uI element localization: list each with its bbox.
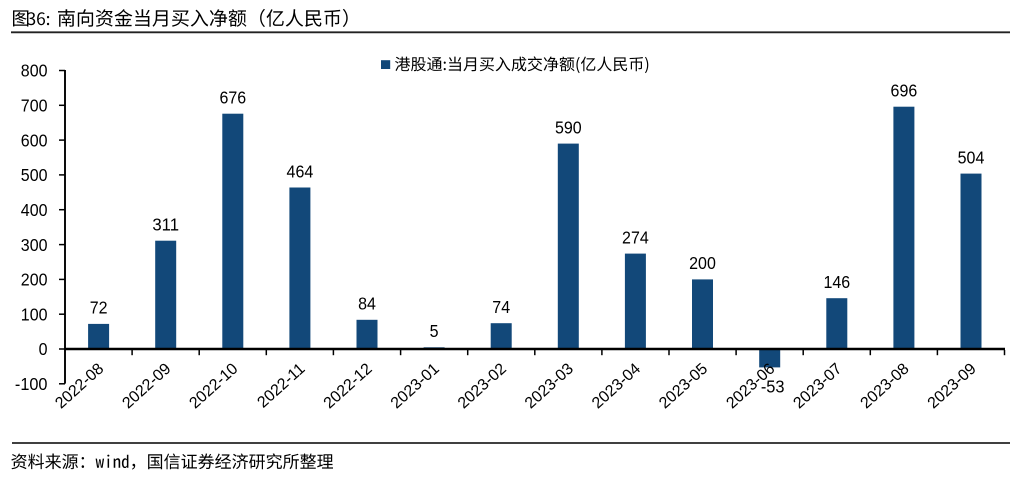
svg-text:300: 300 <box>21 235 48 255</box>
svg-text:500: 500 <box>21 165 48 185</box>
svg-text:600: 600 <box>21 130 48 150</box>
svg-text:400: 400 <box>21 200 48 220</box>
svg-text:504: 504 <box>958 147 985 167</box>
svg-text:800: 800 <box>21 61 48 81</box>
svg-text:311: 311 <box>152 215 179 235</box>
svg-text:200: 200 <box>689 253 716 273</box>
svg-text:100: 100 <box>21 304 48 324</box>
svg-text:274: 274 <box>622 227 649 247</box>
svg-text:696: 696 <box>891 81 918 101</box>
svg-text:200: 200 <box>21 270 48 290</box>
svg-text:0: 0 <box>39 339 48 359</box>
svg-text:464: 464 <box>287 161 314 181</box>
svg-text:676: 676 <box>219 88 246 108</box>
svg-text:72: 72 <box>90 298 108 318</box>
svg-text:74: 74 <box>492 297 510 317</box>
svg-text:700: 700 <box>21 96 48 116</box>
svg-text:5: 5 <box>430 321 439 341</box>
svg-text:590: 590 <box>555 117 582 137</box>
svg-text:146: 146 <box>823 272 850 292</box>
svg-text:84: 84 <box>358 294 376 314</box>
svg-text:-100: -100 <box>15 374 48 394</box>
svg-text:-53: -53 <box>761 376 785 396</box>
